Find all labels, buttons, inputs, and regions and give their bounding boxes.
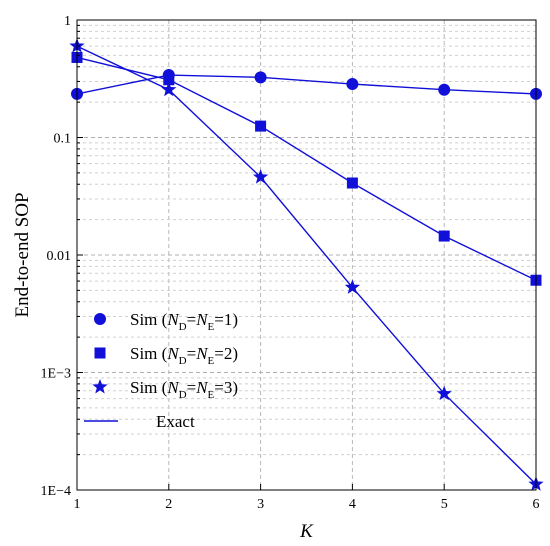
legend-text-part: N xyxy=(166,378,180,397)
legend-text-part: =1) xyxy=(214,310,238,329)
legend-text-part: = xyxy=(187,378,197,397)
legend-marker-square xyxy=(94,347,106,359)
y-tick-label: 0.1 xyxy=(54,132,72,147)
legend-text-part: = xyxy=(187,310,197,329)
legend-text-part: E xyxy=(208,355,215,367)
legend-text-part: Sim ( xyxy=(130,310,168,329)
data-point-square xyxy=(255,120,267,132)
legend-text-part: =3) xyxy=(214,378,238,397)
legend-entry-2: Sim (ND=NE=2) xyxy=(130,344,238,367)
series-lines xyxy=(76,45,537,485)
series-line-3 xyxy=(76,45,537,485)
legend-text-part: N xyxy=(166,310,180,329)
data-point-circle xyxy=(346,78,359,91)
legend-entry-1: Sim (ND=NE=1) xyxy=(130,310,238,333)
x-tick-label: 4 xyxy=(349,497,356,512)
x-tick-label: 2 xyxy=(165,497,172,512)
legend-entry-3: Sim (ND=NE=3) xyxy=(130,378,238,401)
data-point-star xyxy=(436,385,452,401)
y-tick-label: 1E−4 xyxy=(41,484,71,499)
legend-text-part: = xyxy=(187,344,197,363)
legend-text-part: =2) xyxy=(214,344,238,363)
legend-text-part: Sim ( xyxy=(130,344,168,363)
legend-text-part: D xyxy=(179,355,187,367)
data-point-star xyxy=(161,81,177,97)
series-line-2 xyxy=(76,56,537,281)
series-line-1 xyxy=(76,74,537,95)
axis-ticks: 1 2 3 4 5 6 1E−4 1E−3 0.01 0.1 1 xyxy=(41,14,540,512)
legend-text-part: N xyxy=(195,378,209,397)
legend-text-part: D xyxy=(179,389,187,401)
data-point-star xyxy=(252,169,269,184)
data-point-square xyxy=(163,74,175,86)
x-tick-label: 5 xyxy=(441,497,448,512)
data-point-star xyxy=(344,279,361,294)
legend-text-part: E xyxy=(208,389,215,401)
y-tick-label: 1 xyxy=(64,14,71,29)
x-tick-label: 3 xyxy=(257,497,264,512)
legend-text-part: D xyxy=(179,321,187,333)
x-tick-label: 1 xyxy=(74,497,81,512)
legend-text-part: N xyxy=(166,344,180,363)
legend-marker-star xyxy=(92,379,108,394)
data-point-circle xyxy=(438,83,451,96)
data-point-circle xyxy=(254,71,267,84)
legend-text-part: Sim ( xyxy=(130,378,168,397)
y-axis-title: End-to-end SOP xyxy=(12,192,33,317)
legend-text-part: E xyxy=(208,321,215,333)
legend-text-part: N xyxy=(195,310,209,329)
x-axis-title: K xyxy=(299,521,314,542)
y-tick-label: 0.01 xyxy=(47,249,72,264)
data-point-square xyxy=(346,177,358,189)
legend-entry-exact: Exact xyxy=(156,412,195,431)
legend-marker-circle xyxy=(94,313,106,325)
x-tick-label: 6 xyxy=(533,497,540,512)
data-point-square xyxy=(438,230,450,242)
y-tick-label: 1E−3 xyxy=(41,367,71,382)
legend: Sim (ND=NE=1)Sim (ND=NE=2)Sim (ND=NE=3)E… xyxy=(84,310,238,431)
series-markers xyxy=(69,38,544,491)
grid xyxy=(77,20,536,490)
legend-text-part: N xyxy=(195,344,209,363)
